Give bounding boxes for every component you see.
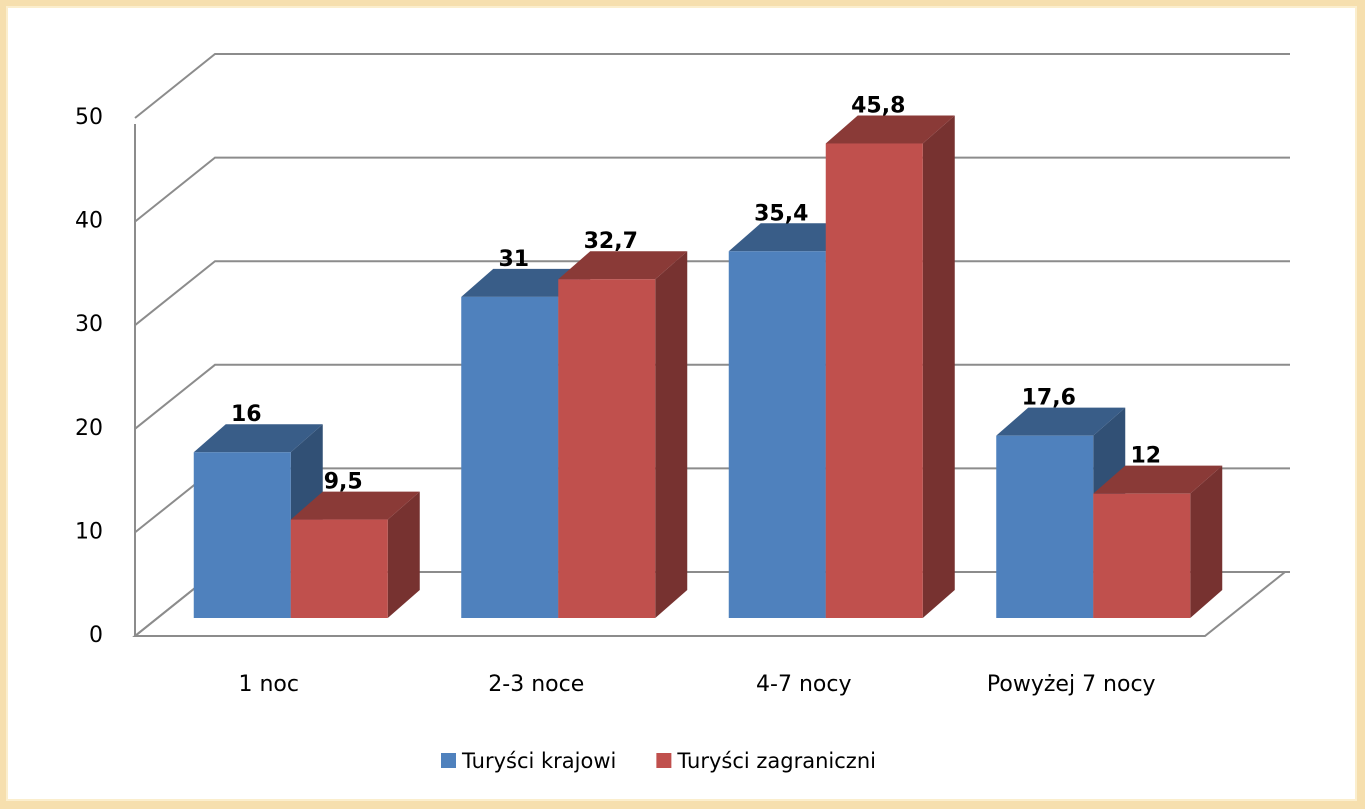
bar-side	[922, 115, 955, 619]
bar-side	[387, 491, 420, 618]
x-tick-label: Powyżej 7 nocy	[987, 672, 1156, 697]
bar	[825, 143, 923, 618]
bar	[461, 296, 559, 618]
bar-top	[1093, 465, 1223, 494]
bar	[996, 435, 1094, 618]
legend-label: Turyści krajowi	[461, 749, 616, 773]
bar-top	[193, 424, 323, 453]
bar-side	[655, 251, 688, 618]
value-label: 35,4	[754, 201, 808, 226]
value-label: 45,8	[851, 94, 905, 119]
y-tick-label: 50	[75, 105, 103, 130]
value-label: 9,5	[324, 470, 363, 495]
bar	[1093, 493, 1191, 618]
grid-line	[134, 53, 1290, 119]
value-label: 17,6	[1022, 386, 1076, 411]
bar	[290, 519, 388, 618]
legend-label: Turyści zagraniczni	[676, 749, 876, 773]
bar	[193, 452, 291, 618]
y-tick-label: 0	[89, 623, 103, 648]
legend-swatch	[441, 753, 456, 768]
bar	[558, 279, 656, 618]
value-label: 12	[1130, 444, 1161, 469]
bar-top	[558, 251, 688, 280]
grid-line	[134, 156, 1290, 223]
value-label: 31	[498, 247, 529, 272]
value-label: 32,7	[584, 229, 638, 254]
x-tick-label: 1 noc	[239, 672, 300, 697]
bar	[728, 251, 826, 619]
legend-swatch	[656, 753, 672, 768]
bar-top	[728, 223, 858, 252]
bar-top	[461, 268, 591, 297]
y-tick-label: 30	[75, 312, 103, 337]
y-tick-label: 10	[75, 519, 103, 544]
bar-top	[290, 491, 420, 520]
y-tick-label: 20	[75, 416, 103, 441]
x-tick-label: 4-7 nocy	[756, 672, 851, 697]
value-label: 16	[231, 402, 262, 427]
x-tick-label: 2-3 noce	[488, 672, 584, 697]
grid-line	[134, 260, 1290, 326]
bar-side	[1190, 465, 1223, 618]
y-tick-label: 40	[75, 209, 103, 234]
bar-top	[996, 407, 1126, 436]
bar-top	[825, 115, 955, 144]
